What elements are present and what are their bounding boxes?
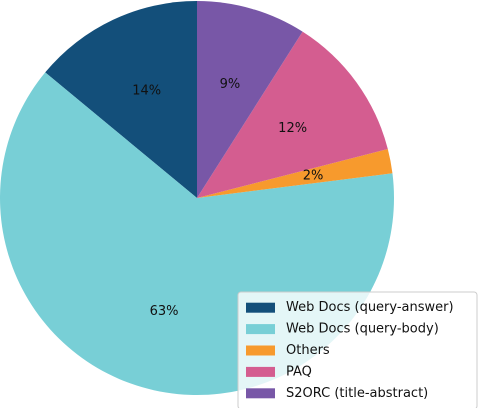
pie-data-labels: 14% 63% 2% 12% 9% xyxy=(132,77,323,319)
legend-swatch-web-docs-query-answer xyxy=(246,302,275,313)
data-label-web-docs-query-answer: 14% xyxy=(132,84,161,99)
legend-swatch-others xyxy=(246,345,275,356)
pie-slice-s2orc-title-abstract xyxy=(197,1,303,198)
legend-swatch-paq xyxy=(246,366,275,377)
pie-slice-web-docs-query-answer xyxy=(45,1,197,198)
legend-swatch-s2orc-title-abstract xyxy=(246,388,275,399)
legend-label-web-docs-query-answer: Web Docs (query-answer) xyxy=(286,300,454,315)
data-label-web-docs-query-body: 63% xyxy=(150,304,179,319)
legend-swatch-web-docs-query-body xyxy=(246,324,275,335)
pie-slice-others xyxy=(197,149,393,198)
legend-label-paq: PAQ xyxy=(286,364,312,379)
data-label-others: 2% xyxy=(303,168,324,183)
data-label-s2orc-title-abstract: 9% xyxy=(220,77,241,92)
data-label-paq: 12% xyxy=(278,121,307,136)
legend-label-others: Others xyxy=(286,343,330,358)
legend: Web Docs (query-answer) Web Docs (query-b… xyxy=(237,291,478,410)
legend-label-s2orc-title-abstract: S2ORC (title-abstract) xyxy=(286,386,428,401)
legend-label-web-docs-query-body: Web Docs (query-body) xyxy=(286,322,439,337)
pie-slice-paq xyxy=(197,31,388,198)
